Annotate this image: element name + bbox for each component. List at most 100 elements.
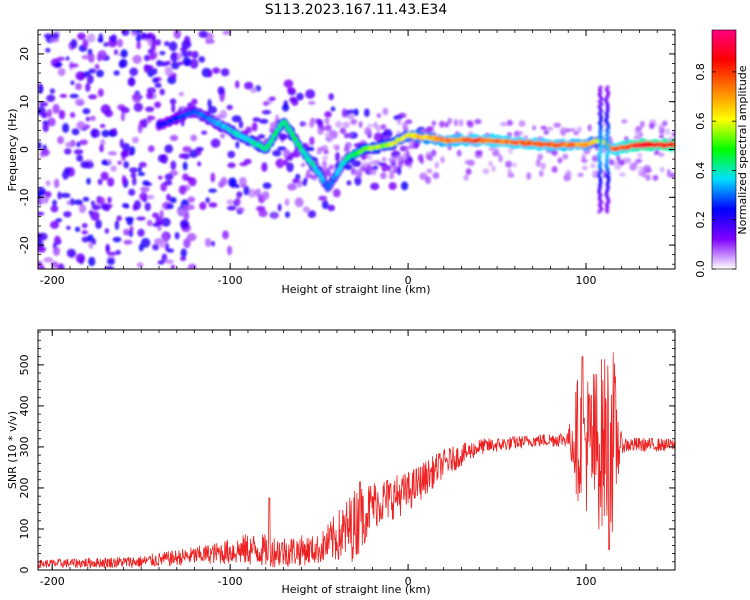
spectrogram-cell (562, 153, 569, 160)
spectrogram-cell (143, 54, 151, 62)
spectrogram-cell (107, 158, 112, 164)
spectrogram-x-tick-label: -200 (40, 274, 65, 287)
spectrogram-cell (140, 237, 151, 248)
spectrogram-cell (159, 239, 166, 249)
spectrogram-cell (94, 63, 100, 70)
spectrogram-cell (359, 165, 367, 173)
spectrogram-cell (261, 109, 272, 115)
spectrogram-cell (272, 212, 278, 220)
spectrogram-cell (146, 219, 153, 227)
spectrogram-cell (639, 120, 645, 128)
spectrogram-cell (66, 225, 71, 231)
spectrogram-cell (670, 172, 675, 179)
spectrogram-cell (613, 164, 622, 170)
spectrogram-cell (207, 70, 213, 78)
spectrogram-cell (129, 225, 134, 232)
spectrogram-cell (145, 106, 155, 113)
spectrogram-cell (75, 253, 86, 264)
spectrogram-cell (324, 131, 331, 140)
spectrogram-cell (505, 160, 513, 168)
spectrogram-cell (308, 100, 316, 105)
spectrogram-cell (121, 30, 130, 37)
spectrogram-cell (88, 68, 97, 74)
spectrogram-cell (180, 248, 187, 258)
spectrogram-cell (361, 161, 368, 167)
spectrogram-cell (73, 149, 84, 155)
spectrogram-cell (71, 128, 80, 136)
spectrogram-cell (488, 146, 495, 151)
spectrogram-cell (634, 128, 642, 135)
spectrogram-cell (59, 93, 68, 98)
spectrogram-cell (346, 113, 355, 120)
spectrogram-cell (69, 112, 76, 118)
spectrogram-cell (198, 30, 209, 38)
spectrogram-cell (105, 243, 110, 254)
spectrogram-cell (150, 44, 156, 52)
colorbar-tick-label: 0.2 (694, 211, 707, 229)
spectrogram-cell (64, 167, 71, 174)
snr-x-axis-label: Height of straight line (km) (281, 583, 430, 596)
colorbar-tick-label: 0.4 (694, 162, 707, 180)
spectrogram-cell (318, 195, 328, 201)
spectrogram-cell (187, 196, 196, 203)
spectrogram-cell (243, 185, 250, 196)
spectrogram-cell (324, 117, 330, 125)
spectrogram-cell (618, 160, 625, 166)
spectrogram-cell (81, 230, 89, 235)
spectrogram-cell (75, 82, 82, 91)
spectrogram-cell (235, 80, 240, 89)
spectrogram-cell (47, 117, 56, 127)
spectrogram-cell (332, 144, 340, 149)
spectrogram-cell (183, 238, 191, 249)
spectrogram-cell (130, 172, 137, 179)
spectrogram-cell (123, 228, 130, 236)
spectrogram-cell (88, 94, 98, 100)
spectrogram-cell (546, 126, 554, 132)
spectrogram-cell (112, 128, 117, 136)
spectrogram-cell (121, 203, 129, 209)
spectrogram-cell (137, 228, 145, 237)
spectrogram-cell (85, 82, 91, 93)
spectrogram-cell (164, 259, 174, 265)
spectrogram-cell (201, 130, 208, 135)
spectrogram-cell (110, 34, 118, 43)
spectrogram-burst-cell (598, 85, 603, 90)
spectrogram-cell (57, 67, 66, 77)
spectrogram-cell (226, 205, 237, 211)
spectrogram-cell (43, 33, 53, 39)
spectrogram-cell (198, 56, 206, 63)
spectrogram-cell (307, 210, 317, 218)
spectrogram-cell (573, 130, 580, 136)
colorbar-ticks: 0.0 0.2 0.4 0.6 0.8 (694, 63, 736, 278)
spectrogram-cell (306, 169, 311, 175)
spectrogram-cell (370, 182, 380, 191)
colorbar-frame (711, 29, 737, 270)
spectrogram-cell (312, 175, 318, 181)
spectrogram-cell (309, 136, 315, 146)
spectrogram-cell (64, 148, 72, 155)
spectrogram-cell (95, 219, 102, 230)
spectrogram-cell (324, 124, 332, 132)
spectrogram-cell (539, 170, 544, 177)
spectrogram-cell (405, 119, 413, 125)
spectrogram-cell (117, 160, 122, 165)
snr-x-tick-label: 100 (576, 575, 597, 588)
spectrogram-cell (159, 51, 166, 56)
spectrogram-cell (90, 200, 96, 206)
spectrogram-cell (609, 159, 615, 166)
spectrogram-x-tick-label: 100 (576, 274, 597, 287)
spectrogram-cell (85, 116, 91, 122)
spectrogram-x-tick-label: -100 (218, 274, 243, 287)
spectrogram-cell (474, 118, 482, 125)
spectrogram-cell (131, 31, 138, 37)
spectrogram-cell (652, 174, 659, 181)
spectrogram-cell (621, 119, 628, 124)
spectrogram-cell (660, 166, 665, 173)
spectrogram-cell (82, 38, 89, 49)
spectrogram-cell (581, 165, 588, 171)
snr-x-tick-label: -200 (40, 575, 65, 588)
spectrogram-cell (360, 154, 367, 161)
spectrogram-cell (276, 146, 287, 151)
spectrogram-cell (342, 121, 351, 129)
spectrogram-y-tick-label: 20 (18, 47, 31, 61)
